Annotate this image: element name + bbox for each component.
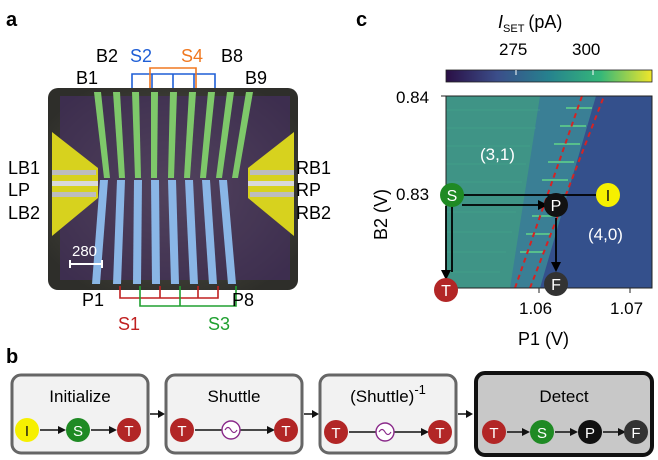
x-axis-label: P1 (V) bbox=[518, 329, 569, 349]
svg-text:T: T bbox=[177, 423, 186, 440]
colorbar-tick-300: 300 bbox=[572, 40, 600, 59]
region-label-31: (3,1) bbox=[480, 145, 515, 164]
marker-f: F bbox=[544, 272, 568, 296]
gate-label-rb2: RB2 bbox=[296, 203, 331, 223]
screen-label-s1: S1 bbox=[118, 314, 140, 334]
svg-text:F: F bbox=[631, 425, 640, 442]
scale-bar-label: 280 bbox=[72, 243, 97, 260]
marker-s: S bbox=[440, 183, 464, 207]
state-p-icon bbox=[578, 420, 602, 444]
state-t-icon bbox=[324, 420, 348, 444]
state-s-icon bbox=[530, 420, 554, 444]
svg-text:T: T bbox=[124, 423, 133, 440]
gate-label-p8: P8 bbox=[232, 290, 254, 310]
gate-label-b2: B2 bbox=[96, 46, 118, 66]
svg-text:I: I bbox=[25, 423, 29, 440]
svg-text:P: P bbox=[551, 198, 562, 215]
gate-label-lb1: LB1 bbox=[8, 158, 40, 178]
gate-label-p1: P1 bbox=[82, 290, 104, 310]
s1-bracket bbox=[119, 286, 219, 299]
step-initialize-title: Initialize bbox=[49, 387, 110, 406]
colorbar bbox=[445, 69, 653, 83]
state-s-icon bbox=[66, 418, 90, 442]
region-label-40: (4,0) bbox=[588, 225, 623, 244]
gate-label-rb1: RB1 bbox=[296, 158, 331, 178]
svg-text:T: T bbox=[441, 283, 451, 300]
chip-micrograph bbox=[48, 88, 298, 290]
state-f-icon bbox=[624, 420, 648, 444]
state-t-icon bbox=[428, 420, 452, 444]
svg-text:P: P bbox=[585, 425, 595, 442]
colorbar-title: ISET (pA) bbox=[498, 12, 562, 35]
svg-text:S: S bbox=[73, 423, 83, 440]
ytick-083: 0.83 bbox=[396, 185, 429, 204]
svg-text:S: S bbox=[537, 425, 547, 442]
colorbar-tick-275: 275 bbox=[499, 40, 527, 59]
svg-text:S: S bbox=[447, 188, 458, 205]
state-i-icon bbox=[15, 418, 39, 442]
step-detect-title: Detect bbox=[539, 387, 588, 406]
xtick-106: 1.06 bbox=[519, 299, 552, 318]
state-t-icon bbox=[117, 418, 141, 442]
gate-label-lb2: LB2 bbox=[8, 203, 40, 223]
ytick-084: 0.84 bbox=[396, 88, 429, 107]
state-t-icon bbox=[274, 418, 298, 442]
gate-label-lp: LP bbox=[8, 180, 30, 200]
stability-map bbox=[445, 95, 653, 289]
panel-a-label: a bbox=[6, 9, 18, 31]
panel-c-label: c bbox=[356, 9, 367, 31]
svg-text:F: F bbox=[551, 277, 561, 294]
svg-text:I: I bbox=[606, 188, 610, 205]
svg-text:T: T bbox=[281, 423, 290, 440]
s3-bracket bbox=[139, 286, 237, 307]
step-initialize: Initialize I S T bbox=[10, 373, 150, 455]
screen-label-s4: S4 bbox=[181, 46, 203, 66]
step-shuttle-inverse: (Shuttle)-1 T T bbox=[318, 373, 458, 455]
marker-t: T bbox=[434, 278, 458, 302]
svg-text:T: T bbox=[489, 425, 498, 442]
state-t-icon bbox=[170, 418, 194, 442]
state-t-icon bbox=[482, 420, 506, 444]
y-axis-label: B2 (V) bbox=[371, 189, 391, 240]
xtick-107: 1.07 bbox=[610, 299, 643, 318]
svg-text:T: T bbox=[435, 425, 444, 442]
s4-bracket bbox=[149, 67, 197, 92]
screen-label-s2: S2 bbox=[130, 46, 152, 66]
gate-label-b9: B9 bbox=[245, 68, 267, 88]
gate-label-b8: B8 bbox=[221, 46, 243, 66]
screen-label-s3: S3 bbox=[208, 314, 230, 334]
gate-label-rp: RP bbox=[296, 180, 321, 200]
step-shuttle: Shuttle T T bbox=[164, 373, 304, 455]
panel-b-label: b bbox=[6, 346, 18, 368]
svg-text:T: T bbox=[331, 425, 340, 442]
step-shuttle-title: Shuttle bbox=[208, 387, 261, 406]
marker-i: I bbox=[596, 183, 620, 207]
step-shuttle-inverse-title: (Shuttle)-1 bbox=[350, 382, 426, 406]
marker-p: P bbox=[544, 193, 568, 217]
gate-label-b1: B1 bbox=[76, 68, 98, 88]
trajectory-arrows bbox=[441, 194, 596, 280]
step-detect: Detect T S P F bbox=[474, 371, 654, 457]
